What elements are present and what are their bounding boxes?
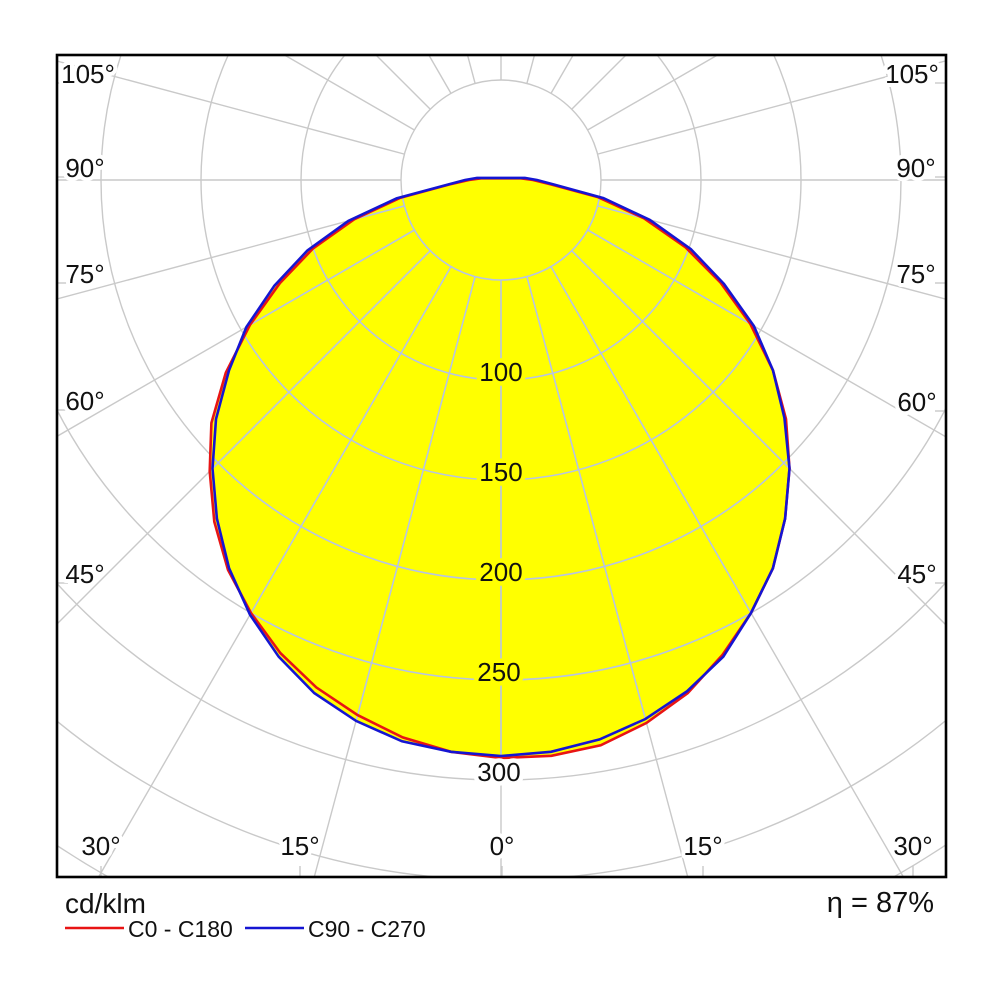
legend-label-c0: C0 - C180: [128, 916, 233, 942]
grid-spoke: [466, 55, 476, 84]
angle-label: 75°: [65, 259, 104, 289]
grid-spoke: [571, 55, 627, 110]
chart-border: [55, 53, 948, 879]
angle-label: 90°: [65, 153, 104, 183]
grid-spoke: [571, 250, 790, 626]
angle-label: 45°: [65, 559, 104, 589]
frame-ticks: [57, 82, 946, 877]
angle-label: 30°: [81, 831, 120, 861]
grid-spoke: [526, 55, 536, 84]
angle-label: 90°: [896, 153, 935, 183]
legend: C0 - C180 C90 - C270: [65, 916, 426, 942]
ring-value-label: 250: [477, 657, 520, 687]
grid-spoke: [597, 60, 946, 155]
angle-label: 60°: [897, 387, 936, 417]
legend-label-c90: C90 - C270: [308, 916, 426, 942]
ring-value-label: 200: [479, 557, 522, 587]
angle-label: 105°: [885, 59, 939, 89]
grid-spoke: [550, 55, 574, 94]
angle-labels: 105° 90° 75° 60° 45° 30° 15° 0° 15° 30° …: [57, 55, 943, 865]
grid-spoke: [597, 205, 946, 300]
angle-label: 15°: [683, 831, 722, 861]
angle-label: 75°: [896, 259, 935, 289]
angle-label: 105°: [61, 59, 115, 89]
grid-spoke: [526, 276, 689, 756]
grid-spoke: [57, 60, 405, 155]
grid-spoke: [212, 250, 431, 625]
ring-value-labels: 100 150 200 250 300: [473, 353, 527, 792]
curve-c0-c180: [208, 177, 791, 760]
grid-spoke: [375, 55, 431, 110]
grid-spoke: [587, 55, 718, 131]
angle-label: 30°: [893, 831, 932, 861]
grid-spoke: [550, 266, 790, 756]
angle-label: 15°: [280, 831, 319, 861]
ring-value-label: 300: [477, 757, 520, 787]
angle-label: 0°: [490, 831, 515, 861]
ring-value-label: 150: [479, 457, 522, 487]
angle-label: 45°: [897, 559, 936, 589]
grid-spoke: [428, 55, 452, 94]
ring-value-label: 100: [479, 357, 522, 387]
grid-spoke: [313, 276, 476, 756]
angle-label: 60°: [65, 386, 104, 416]
grid-spoke: [212, 266, 452, 756]
grid-spoke: [284, 55, 415, 131]
efficiency-label: η = 87%: [827, 887, 934, 919]
unit-label: cd/klm: [65, 888, 146, 919]
curve-c90-c270: [211, 176, 791, 758]
